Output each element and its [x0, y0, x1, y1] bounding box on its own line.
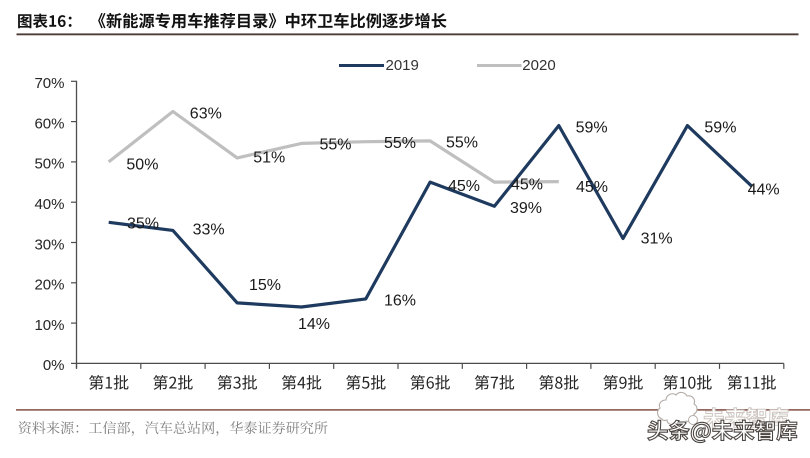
svg-text:44%: 44% [748, 182, 780, 199]
svg-text:60%: 60% [34, 115, 64, 132]
svg-text:40%: 40% [34, 196, 64, 213]
svg-text:39%: 39% [510, 200, 542, 217]
svg-text:2020: 2020 [522, 57, 555, 74]
svg-text:20%: 20% [34, 277, 64, 294]
svg-text:2019: 2019 [386, 57, 419, 74]
svg-text:45%: 45% [511, 177, 543, 194]
svg-text:59%: 59% [704, 119, 736, 136]
svg-text:45%: 45% [448, 178, 480, 195]
svg-text:55%: 55% [446, 135, 478, 152]
svg-text:16%: 16% [384, 293, 416, 310]
svg-text:70%: 70% [34, 75, 64, 92]
svg-text:33%: 33% [193, 222, 225, 239]
svg-text:35%: 35% [127, 216, 159, 233]
svg-text:30%: 30% [34, 236, 64, 253]
svg-text:45%: 45% [576, 179, 608, 196]
svg-text:55%: 55% [320, 137, 352, 154]
svg-text:50%: 50% [34, 156, 64, 173]
svg-text:14%: 14% [298, 316, 330, 333]
svg-text:63%: 63% [190, 106, 222, 123]
svg-text:0%: 0% [43, 357, 65, 374]
svg-text:55%: 55% [384, 135, 416, 152]
svg-text:15%: 15% [249, 277, 281, 294]
svg-text:50%: 50% [126, 157, 158, 174]
svg-text:31%: 31% [641, 231, 673, 248]
svg-text:51%: 51% [253, 150, 285, 167]
svg-text:10%: 10% [34, 317, 64, 334]
svg-text:59%: 59% [576, 119, 608, 136]
